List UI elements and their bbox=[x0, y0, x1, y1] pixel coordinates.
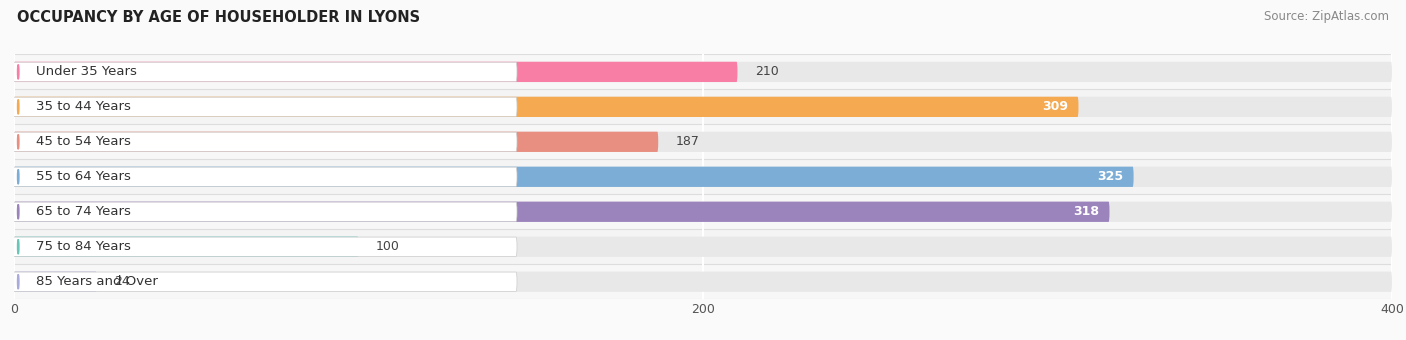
FancyBboxPatch shape bbox=[7, 202, 517, 221]
FancyBboxPatch shape bbox=[7, 272, 517, 291]
Text: 318: 318 bbox=[1073, 205, 1099, 218]
Text: 85 Years and Over: 85 Years and Over bbox=[37, 275, 157, 288]
Circle shape bbox=[17, 135, 18, 149]
Text: 325: 325 bbox=[1097, 170, 1123, 183]
Bar bbox=[14, 264, 1392, 299]
Bar bbox=[14, 54, 1392, 89]
Circle shape bbox=[17, 100, 18, 114]
FancyBboxPatch shape bbox=[14, 237, 1392, 257]
FancyBboxPatch shape bbox=[14, 132, 658, 152]
FancyBboxPatch shape bbox=[14, 167, 1133, 187]
FancyBboxPatch shape bbox=[7, 167, 517, 186]
Text: 187: 187 bbox=[675, 135, 699, 148]
Circle shape bbox=[17, 169, 18, 184]
FancyBboxPatch shape bbox=[14, 272, 97, 292]
FancyBboxPatch shape bbox=[7, 62, 517, 82]
FancyBboxPatch shape bbox=[7, 97, 517, 117]
Text: OCCUPANCY BY AGE OF HOUSEHOLDER IN LYONS: OCCUPANCY BY AGE OF HOUSEHOLDER IN LYONS bbox=[17, 10, 420, 25]
Text: 100: 100 bbox=[375, 240, 399, 253]
FancyBboxPatch shape bbox=[14, 202, 1109, 222]
Text: 24: 24 bbox=[114, 275, 129, 288]
FancyBboxPatch shape bbox=[7, 237, 517, 256]
FancyBboxPatch shape bbox=[14, 272, 1392, 292]
Circle shape bbox=[17, 204, 18, 219]
Text: 45 to 54 Years: 45 to 54 Years bbox=[37, 135, 131, 148]
FancyBboxPatch shape bbox=[14, 97, 1078, 117]
Text: 55 to 64 Years: 55 to 64 Years bbox=[37, 170, 131, 183]
Text: 309: 309 bbox=[1042, 100, 1069, 113]
Bar bbox=[14, 159, 1392, 194]
FancyBboxPatch shape bbox=[14, 202, 1392, 222]
Bar bbox=[14, 229, 1392, 264]
Text: Under 35 Years: Under 35 Years bbox=[37, 65, 136, 79]
FancyBboxPatch shape bbox=[14, 132, 1392, 152]
FancyBboxPatch shape bbox=[14, 62, 738, 82]
Text: Source: ZipAtlas.com: Source: ZipAtlas.com bbox=[1264, 10, 1389, 23]
Text: 65 to 74 Years: 65 to 74 Years bbox=[37, 205, 131, 218]
Circle shape bbox=[17, 274, 18, 289]
Circle shape bbox=[17, 239, 18, 254]
Bar bbox=[14, 89, 1392, 124]
Text: 210: 210 bbox=[755, 65, 779, 79]
Bar bbox=[14, 194, 1392, 229]
Text: 35 to 44 Years: 35 to 44 Years bbox=[37, 100, 131, 113]
FancyBboxPatch shape bbox=[14, 62, 1392, 82]
Bar bbox=[14, 124, 1392, 159]
FancyBboxPatch shape bbox=[14, 167, 1392, 187]
Circle shape bbox=[17, 65, 18, 79]
FancyBboxPatch shape bbox=[7, 132, 517, 151]
FancyBboxPatch shape bbox=[14, 237, 359, 257]
FancyBboxPatch shape bbox=[14, 97, 1392, 117]
Text: 75 to 84 Years: 75 to 84 Years bbox=[37, 240, 131, 253]
